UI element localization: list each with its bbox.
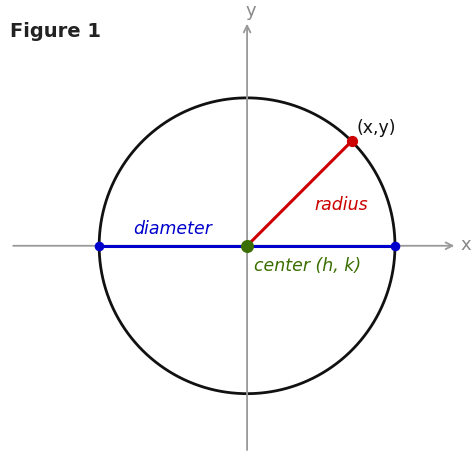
Text: y: y <box>246 2 256 20</box>
Text: diameter: diameter <box>134 219 212 238</box>
Text: Figure 1: Figure 1 <box>10 22 101 41</box>
Point <box>95 243 103 250</box>
Text: x: x <box>460 236 471 254</box>
Text: center (h, k): center (h, k) <box>255 257 362 275</box>
Point <box>348 138 356 145</box>
Point <box>391 243 399 250</box>
Text: radius: radius <box>314 195 368 213</box>
Text: (x,y): (x,y) <box>357 119 396 137</box>
Point <box>243 243 251 250</box>
